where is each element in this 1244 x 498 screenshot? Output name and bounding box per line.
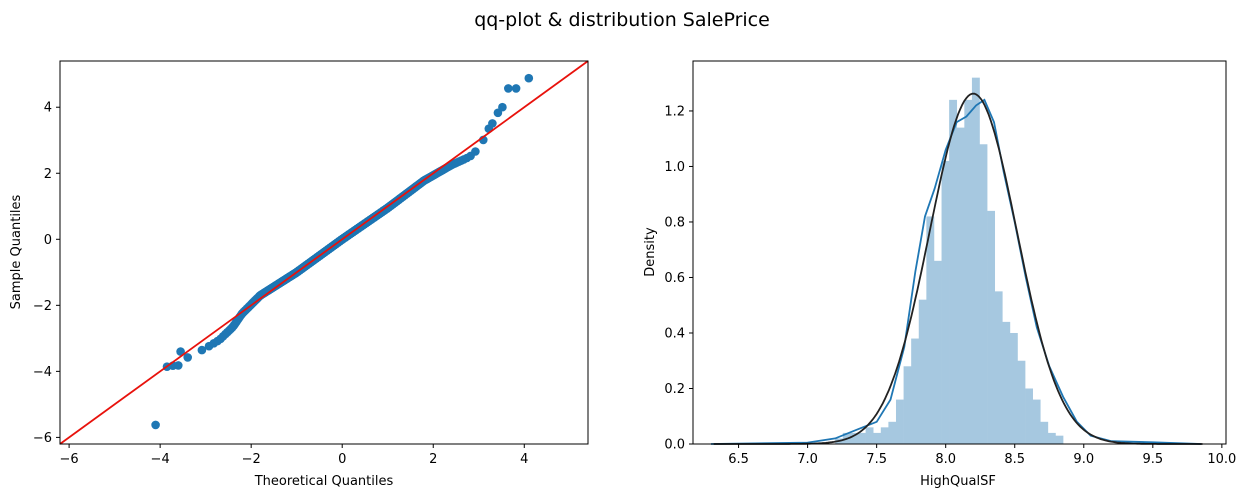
histogram-bar (1025, 388, 1033, 444)
distribution-frame (692, 60, 1227, 445)
qq-x-tick-label: 0 (338, 452, 346, 467)
distribution-y-axis-label: Density (643, 227, 658, 277)
distribution-x-tick-label: 9.0 (1073, 452, 1094, 467)
distribution-y-tick-label: 0.4 (664, 326, 685, 341)
distribution-x-tick-label: 9.5 (1142, 452, 1163, 467)
histogram-bar (987, 210, 996, 444)
qq-y-tick-label: 2 (44, 167, 52, 182)
histogram-bar (865, 427, 874, 444)
histogram-bars (835, 77, 1064, 445)
histogram-bar (941, 160, 950, 444)
qq-point (176, 347, 185, 356)
qq-point (197, 345, 207, 355)
qq-plot-x-axis-label: Theoretical Quantiles (254, 474, 394, 489)
qq-x-tick-label: −6 (60, 452, 79, 467)
histogram-bar (880, 427, 889, 444)
histogram-bar (994, 291, 1003, 444)
figure-title: qq-plot & distribution SalePrice (474, 9, 770, 31)
qq-point (183, 353, 192, 362)
qq-y-tick-label: −2 (33, 299, 52, 314)
distribution-y-tick-label: 0.0 (664, 438, 685, 453)
qq-point (524, 73, 534, 83)
qq-point (151, 420, 160, 430)
distribution-y-tick-label: 0.8 (664, 215, 685, 230)
distribution-x-tick-label: 8.5 (1004, 452, 1025, 467)
histogram-bar (895, 399, 904, 444)
distribution-x-tick-label: 7.5 (866, 452, 887, 467)
histogram-bar (1017, 360, 1026, 444)
histogram-bar (888, 421, 897, 444)
distribution-x-tick-label: 7.0 (797, 452, 818, 467)
qq-plot-x-ticks: −6 −4 −2 0 2 4 (60, 444, 528, 467)
histogram-bar (1055, 435, 1064, 444)
histogram-bar (1032, 399, 1041, 444)
histogram-bar (850, 432, 859, 444)
distribution-y-tick-label: 1.0 (664, 160, 685, 175)
qq-x-tick-label: 4 (520, 452, 528, 467)
distribution-panel: 6.5 7.0 7.5 8.0 8.5 9.0 9.5 10.0 0.00.20.40.60.… (643, 60, 1236, 489)
histogram-bar (979, 144, 988, 444)
distribution-y-tick-label: 1.2 (664, 104, 685, 119)
qq-plot-y-ticks: −6 −4 −2 0 2 4 (33, 101, 60, 446)
qq-point (488, 119, 497, 128)
histogram-bar (918, 299, 927, 444)
qq-x-tick-label: −4 (151, 452, 170, 467)
histogram-bar (873, 432, 882, 444)
qq-x-tick-label: 2 (429, 452, 437, 467)
histogram-bar (949, 99, 958, 445)
histogram-bar (1040, 421, 1049, 444)
histogram-bar (1009, 332, 1018, 444)
histogram-bar (933, 260, 942, 444)
distribution-x-tick-label: 8.0 (935, 452, 956, 467)
histogram-bar (911, 338, 920, 444)
kde-curve (710, 98, 1202, 445)
histogram-bar (1047, 432, 1056, 444)
histogram-bar (964, 99, 973, 445)
qq-plot-frame (59, 60, 589, 445)
qq-point (511, 84, 521, 93)
histogram-bar (903, 366, 912, 444)
histogram-bar (956, 127, 965, 445)
histogram-bar (971, 77, 980, 445)
qq-reference-line (59, 60, 589, 445)
distribution-x-tick-label: 6.5 (728, 452, 749, 467)
qq-plot-y-axis-label: Sample Quantiles (9, 194, 24, 309)
distribution-x-ticks: 6.5 7.0 7.5 8.0 8.5 9.0 9.5 10.0 (728, 444, 1236, 467)
distribution-x-axis-label: HighQualSF (920, 474, 996, 489)
qq-point (498, 102, 507, 112)
qq-point (174, 361, 183, 370)
qq-point (471, 147, 480, 156)
qq-plot-marks (59, 60, 589, 445)
qq-y-tick-label: −6 (33, 431, 52, 446)
distribution-y-tick-label: 0.6 (664, 271, 685, 286)
distribution-y-tick-label: 0.2 (664, 382, 685, 397)
qq-plot-panel: −6 −4 −2 0 2 4 −6 −4 −2 0 2 4 Theoretical Quantile… (9, 60, 589, 489)
qq-y-tick-label: 0 (44, 233, 52, 248)
qq-y-tick-label: 4 (44, 101, 52, 116)
distribution-y-ticks: 0.0 0.2 0.4 0.6 0.8 1.0 1.2 (664, 104, 693, 453)
qq-x-tick-label: −2 (242, 452, 261, 467)
qq-y-tick-label: −4 (33, 365, 52, 380)
histogram-bar (858, 432, 866, 444)
distribution-x-tick-label: 10.0 (1207, 452, 1236, 467)
histogram-bar (1002, 321, 1011, 444)
qq-point (504, 84, 513, 93)
histogram-bar (926, 216, 935, 444)
